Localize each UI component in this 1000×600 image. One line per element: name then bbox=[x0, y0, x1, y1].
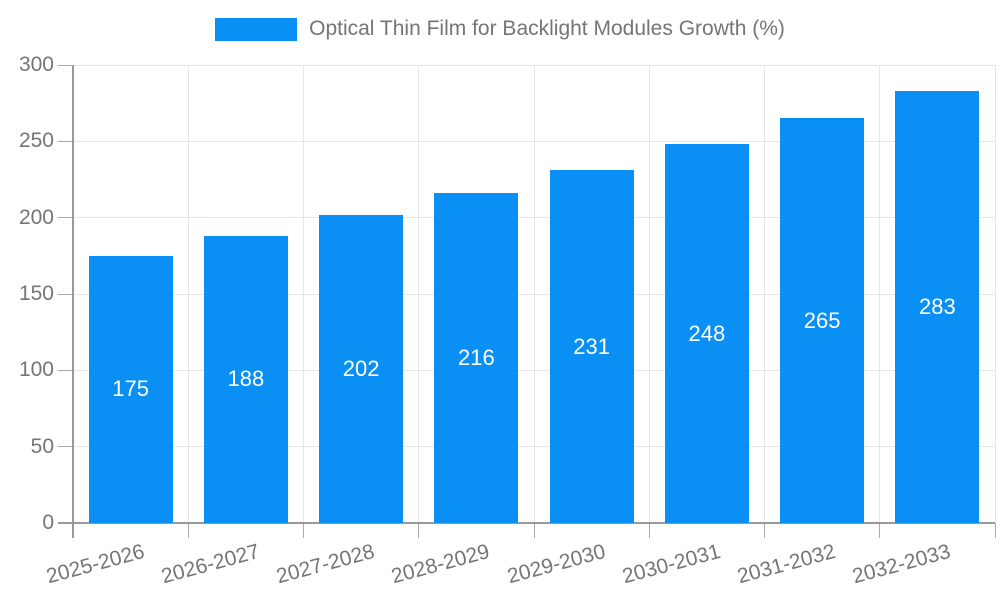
v-gridline bbox=[648, 65, 650, 523]
x-tick bbox=[303, 523, 304, 538]
y-tick bbox=[58, 293, 73, 295]
y-tick bbox=[58, 217, 73, 219]
bar-value-label: 283 bbox=[919, 293, 956, 319]
y-tick-label: 250 bbox=[18, 129, 54, 153]
bar: 231 bbox=[549, 170, 634, 523]
x-tick bbox=[533, 523, 535, 538]
v-gridline bbox=[764, 65, 765, 523]
x-tick bbox=[418, 523, 420, 538]
legend-label[interactable]: Optical Thin Film for Backlight Modules … bbox=[309, 17, 785, 40]
y-tick-label: 200 bbox=[18, 205, 54, 229]
y-tick bbox=[58, 446, 73, 448]
bar: 175 bbox=[88, 255, 173, 523]
y-tick-label: 300 bbox=[18, 53, 54, 76]
bar-value-label: 202 bbox=[342, 355, 380, 381]
v-gridline bbox=[533, 65, 535, 523]
bar-value-label: 175 bbox=[112, 376, 149, 402]
bar: 202 bbox=[319, 214, 404, 523]
y-tick bbox=[58, 140, 73, 142]
x-tick bbox=[994, 523, 996, 538]
x-tick bbox=[764, 523, 765, 538]
v-gridline bbox=[187, 65, 189, 523]
x-tick bbox=[879, 523, 881, 538]
y-tick bbox=[58, 64, 73, 66]
x-tick bbox=[648, 523, 650, 538]
legend[interactable]: Optical Thin Film for Backlight Modules … bbox=[0, 17, 1000, 41]
legend-swatch[interactable] bbox=[215, 17, 298, 41]
v-gridline bbox=[303, 65, 304, 523]
y-tick-label: 100 bbox=[18, 358, 54, 382]
x-axis-line bbox=[58, 522, 995, 524]
bar: 216 bbox=[434, 193, 519, 523]
bar-value-label: 216 bbox=[458, 345, 495, 371]
v-gridline bbox=[994, 65, 996, 523]
y-tick-label: 150 bbox=[18, 282, 54, 305]
bar-value-label: 265 bbox=[803, 307, 841, 333]
bar: 188 bbox=[203, 235, 288, 523]
y-axis-line bbox=[72, 65, 74, 523]
bar-value-label: 188 bbox=[227, 366, 265, 392]
v-gridline bbox=[418, 65, 420, 523]
bar-value-label: 231 bbox=[573, 333, 610, 359]
bar-value-label: 248 bbox=[688, 320, 726, 346]
y-tick-label: 50 bbox=[30, 434, 54, 458]
y-tick-label: 0 bbox=[42, 511, 54, 534]
bar: 265 bbox=[780, 118, 865, 523]
x-tick bbox=[72, 523, 74, 538]
bar: 283 bbox=[895, 90, 980, 523]
v-gridline bbox=[879, 65, 881, 523]
bar: 248 bbox=[664, 144, 749, 523]
x-tick bbox=[187, 523, 189, 538]
y-tick bbox=[58, 369, 73, 371]
